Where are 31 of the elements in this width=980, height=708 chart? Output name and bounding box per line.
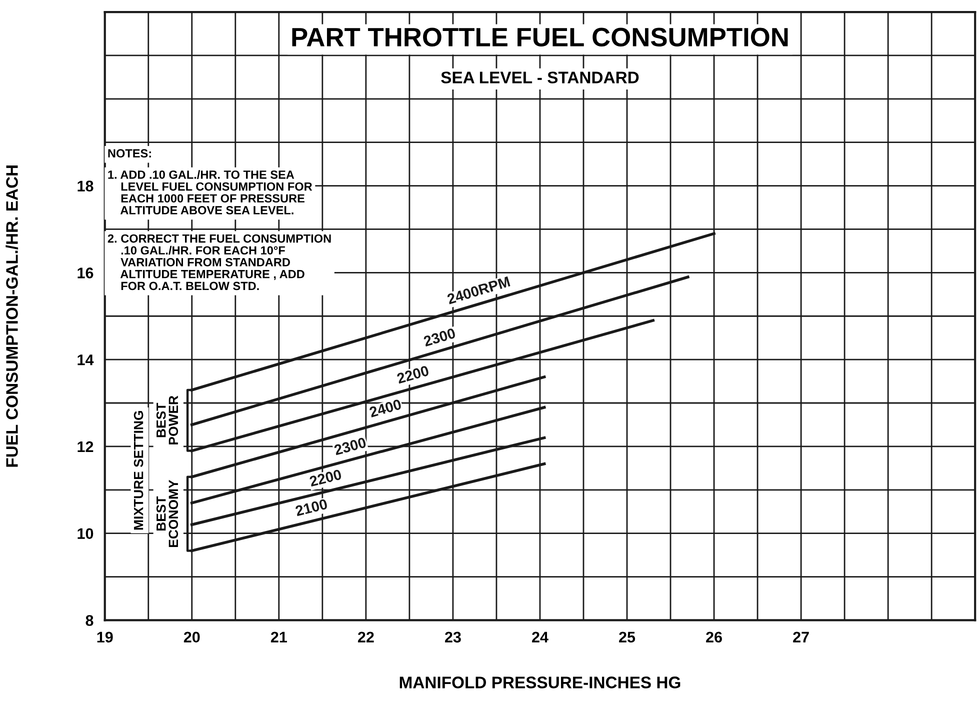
- y-tick-label: 14: [78, 354, 94, 366]
- annotation: 2. CORRECT THE FUEL CONSUMPTION .10 GAL./HR. FOR EACH 10°F VARIATION FROM STANDARD ALTITUDE TEMPERATURE , ADD FOR O.A.T. BELOW STD.: [108, 234, 331, 290]
- annotation: BEST ECONOMY: [156, 480, 178, 547]
- y-tick-label: 10: [78, 528, 94, 540]
- annotation: MIXTURE SETTING: [134, 411, 144, 530]
- chart-title: PART THROTTLE FUEL CONSUMPTION: [292, 28, 788, 46]
- text: 2400: [368, 398, 402, 418]
- annotation: BEST POWER: [156, 396, 178, 444]
- y-tick-label: 18: [78, 180, 94, 192]
- y-tick-label: 8: [86, 615, 94, 626]
- x-tick-label: 27: [793, 632, 809, 642]
- x-tick-label: 20: [184, 632, 200, 643]
- annotation: NOTES:: [108, 149, 151, 158]
- y-axis-title: FUEL CONSUMPTION-GAL./HR. EACH: [6, 166, 18, 467]
- annotation: 1. ADD .10 GAL./HR. TO THE SEA LEVEL FUEL CONSUMPTION FOR EACH 1000 FEET OF PRESSURE ALTITUDE ABOVE SEA LEVEL.: [108, 170, 312, 214]
- text: 2200: [396, 365, 430, 384]
- y-tick-label: 12: [78, 441, 94, 452]
- x-tick-label: 23: [444, 632, 461, 643]
- x-tick-label: 19: [97, 632, 113, 643]
- x-tick-label: 26: [706, 632, 722, 643]
- x-tick-label: 22: [358, 632, 374, 642]
- text: 2300: [423, 328, 456, 347]
- x-tick-label: 21: [270, 632, 287, 642]
- x-axis-title: MANIFOLD PRESSURE-INCHES HG: [400, 676, 680, 688]
- x-tick-label: 25: [619, 632, 636, 643]
- y-tick-label: 16: [78, 268, 94, 278]
- text: 2300: [334, 437, 367, 456]
- text: 2100: [294, 498, 328, 516]
- text: SEA LEVEL - STANDARD: [441, 72, 639, 84]
- x-tick-label: 24: [532, 632, 548, 642]
- text: 2200: [309, 469, 342, 487]
